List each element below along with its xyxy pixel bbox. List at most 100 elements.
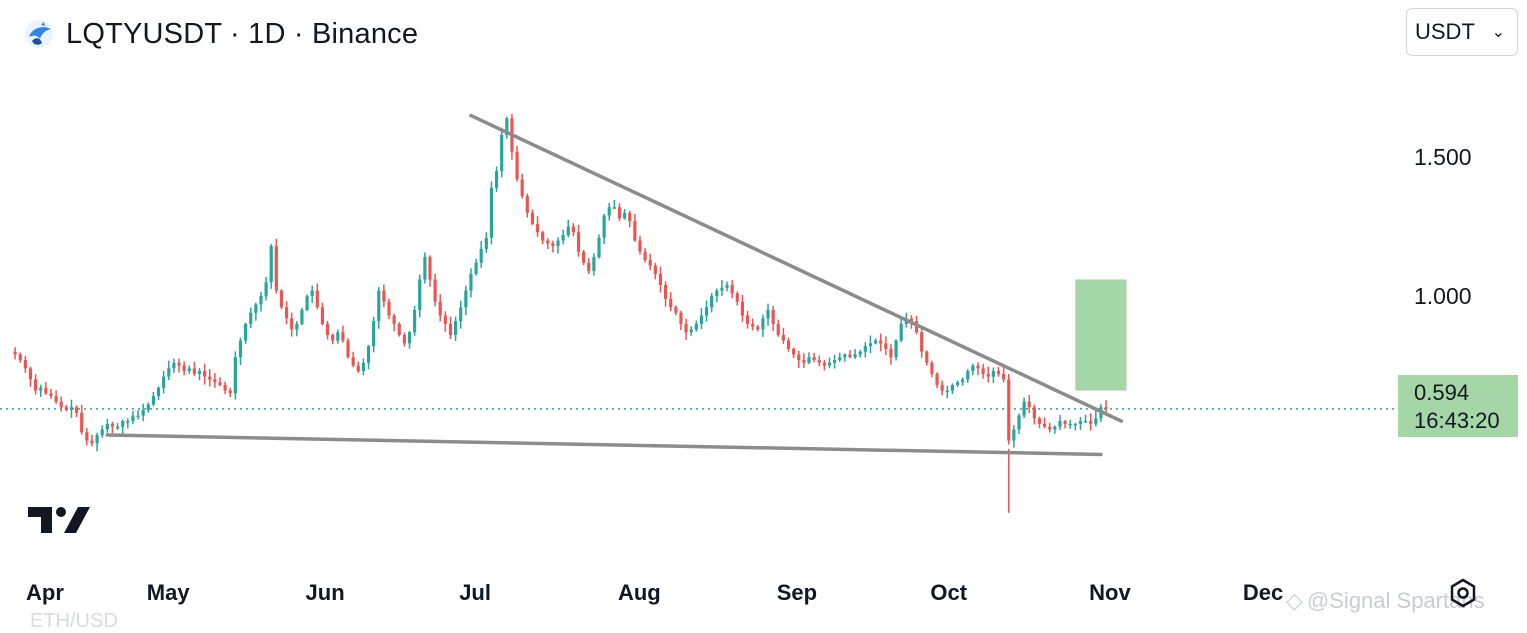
candle-body	[612, 207, 616, 209]
candle-body	[433, 279, 437, 302]
candle	[448, 316, 453, 339]
candle	[940, 380, 944, 396]
candle-body	[500, 135, 504, 172]
candle-body	[530, 212, 535, 224]
candle-body	[1012, 429, 1016, 441]
candle-body	[991, 371, 995, 377]
candle	[90, 434, 94, 447]
candle-body	[115, 426, 120, 429]
candle	[443, 311, 447, 332]
candle-body	[448, 323, 453, 335]
candle	[853, 349, 857, 360]
candle-body	[1002, 373, 1006, 380]
candle	[254, 302, 258, 321]
candle-body	[494, 171, 499, 188]
candle-body	[592, 257, 596, 272]
tradingview-logo-icon[interactable]	[28, 504, 92, 536]
x-tick-label: Apr	[26, 580, 64, 605]
candle-body	[1027, 401, 1031, 408]
candle-body	[597, 237, 601, 258]
last-price-label: 0.594 16:43:20	[1398, 375, 1518, 437]
candle	[812, 352, 816, 363]
candle	[264, 277, 268, 301]
candle	[464, 285, 468, 316]
candle-body	[771, 310, 775, 324]
candle-body	[556, 240, 560, 247]
resistance-trendline[interactable]	[469, 113, 1124, 423]
candle	[80, 405, 84, 435]
candle	[786, 337, 791, 352]
candle-body	[720, 287, 724, 291]
candle	[49, 388, 53, 399]
candle	[151, 391, 155, 407]
candle	[397, 322, 401, 337]
candle	[961, 377, 965, 386]
support-trendline[interactable]	[105, 433, 1103, 457]
candle	[1073, 422, 1077, 431]
candle	[663, 281, 668, 307]
candle	[771, 305, 775, 331]
candle-body	[264, 282, 268, 297]
candle-body	[59, 401, 63, 408]
candle-body	[377, 290, 381, 322]
candle	[623, 208, 627, 220]
candle-body	[792, 348, 796, 355]
candle	[838, 352, 842, 362]
candle-body	[976, 365, 980, 369]
candle	[535, 216, 540, 237]
candle-body	[776, 323, 780, 335]
candle	[817, 355, 821, 367]
candle	[290, 312, 294, 337]
candle-body	[361, 362, 365, 372]
candle-body	[392, 315, 396, 324]
candle-body	[674, 307, 678, 313]
candle-body	[653, 265, 657, 274]
candle	[597, 234, 601, 259]
candle	[387, 298, 391, 320]
candle	[402, 332, 406, 347]
candle-body	[751, 323, 755, 327]
candle-body	[950, 385, 954, 391]
candle-body	[382, 290, 386, 302]
candle	[725, 281, 729, 292]
candle	[607, 202, 611, 221]
candle	[162, 370, 166, 394]
candle-body	[454, 321, 458, 335]
settings-gear-icon[interactable]	[1448, 578, 1478, 608]
candle	[863, 341, 867, 358]
candle-body	[428, 257, 432, 280]
candle-body	[402, 335, 406, 344]
candle	[167, 360, 171, 381]
candle-body	[669, 298, 673, 308]
candle-body	[766, 310, 770, 319]
candle	[203, 364, 207, 385]
candle	[1053, 425, 1057, 434]
candle	[587, 258, 591, 274]
candle-body	[873, 340, 878, 344]
candle-body	[879, 340, 883, 344]
candle-body	[484, 237, 488, 249]
candle	[382, 284, 386, 308]
candle	[284, 301, 289, 325]
candle	[413, 305, 417, 336]
candle-body	[300, 310, 304, 324]
candle-body	[756, 326, 760, 330]
candle-body	[505, 118, 509, 135]
candle-body	[203, 371, 207, 377]
candle	[233, 351, 237, 400]
candle	[571, 223, 575, 237]
candle	[520, 173, 524, 199]
currency-select[interactable]: USDT ⌄	[1406, 8, 1518, 56]
candle-body	[966, 371, 970, 380]
candle-body	[177, 362, 181, 366]
candle-body	[807, 357, 811, 363]
candle-body	[607, 207, 611, 216]
candle	[459, 300, 463, 329]
candle-body	[295, 323, 299, 330]
candle	[39, 384, 43, 398]
candle	[1068, 419, 1072, 429]
candle	[18, 352, 22, 363]
candle	[986, 366, 990, 383]
candle-body	[469, 273, 473, 291]
